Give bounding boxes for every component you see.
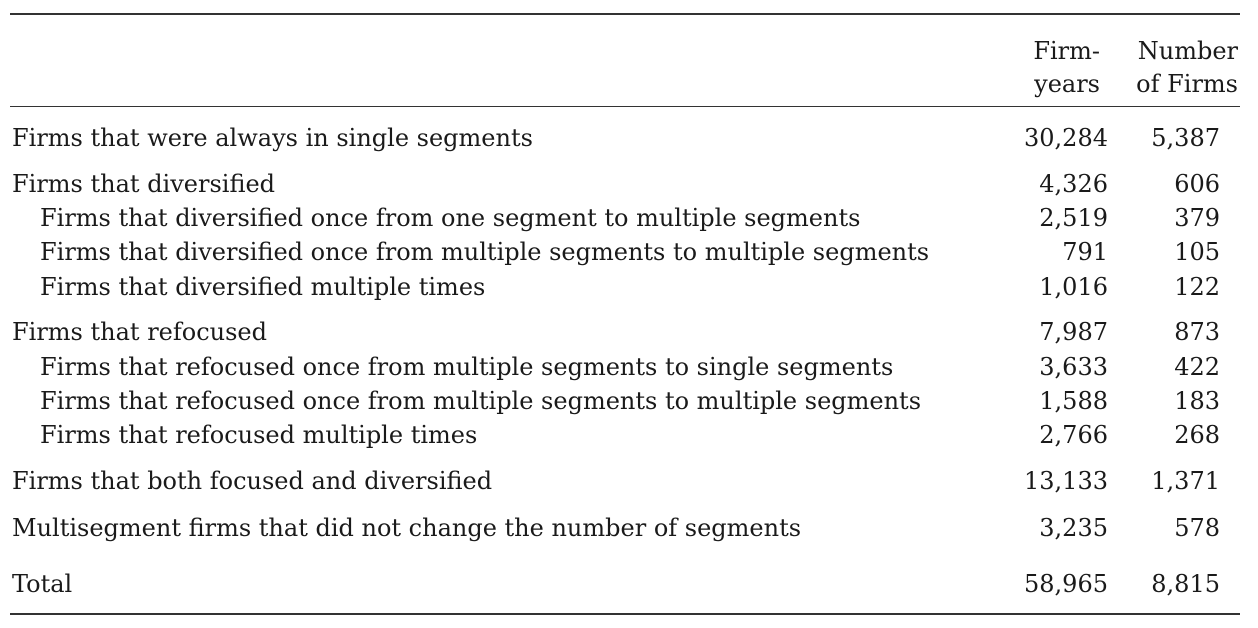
number-of-firms-value: 122 — [1174, 273, 1220, 301]
number-of-firms-value: 1,371 — [1151, 467, 1220, 495]
firm-years-value: 1,016 — [1039, 273, 1108, 301]
firm-years-value: 58,965 — [1024, 570, 1108, 598]
row-label: Firms that refocused once from multiple … — [40, 387, 922, 415]
firm-years-value: 3,235 — [1039, 514, 1108, 542]
number-of-firms-value: 873 — [1174, 318, 1220, 346]
firm-years-value: 30,284 — [1024, 124, 1108, 152]
firm-years-value: 3,633 — [1039, 353, 1108, 381]
row-label: Firms that diversified multiple times — [40, 273, 486, 301]
number-of-firms-value: 268 — [1174, 421, 1220, 449]
table-row: Firms that diversified once from multipl… — [0, 235, 1258, 269]
row-label: Firms that diversified — [12, 170, 276, 198]
row-label: Firms that refocused multiple times — [40, 421, 478, 449]
row-label: Total — [12, 570, 73, 598]
column-header-number-of-firms-line1: Number — [1137, 37, 1238, 65]
firm-years-value: 1,588 — [1039, 387, 1108, 415]
row-label: Multisegment firms that did not change t… — [12, 514, 802, 542]
number-of-firms-value: 578 — [1174, 514, 1220, 542]
number-of-firms-value: 105 — [1174, 238, 1220, 266]
row-label: Firms that refocused once from multiple … — [40, 353, 894, 381]
column-header-number-of-firms-line2: of Firms — [1136, 70, 1238, 98]
table-row: Firms that were always in single segment… — [0, 121, 1258, 155]
row-label: Firms that were always in single segment… — [12, 124, 533, 152]
table-row: Firms that refocused once from multiple … — [0, 350, 1258, 384]
table-row: Firms that diversified multiple times 1,… — [0, 270, 1258, 304]
column-header-number-of-firms: Number of Firms — [1108, 35, 1238, 101]
table-row-total: Total 58,965 8,815 — [0, 567, 1258, 601]
firm-years-value: 7,987 — [1039, 318, 1108, 346]
header-rule — [10, 106, 1240, 107]
row-label: Firms that both focused and diversified — [12, 467, 493, 495]
table-row: Firms that both focused and diversified … — [0, 464, 1258, 498]
number-of-firms-value: 5,387 — [1151, 124, 1220, 152]
column-header-firm-years-line2: years — [1034, 70, 1100, 98]
table-row: Firms that diversified 4,326 606 — [0, 167, 1258, 201]
row-label: Firms that refocused — [12, 318, 267, 346]
firm-years-value: 4,326 — [1039, 170, 1108, 198]
table-top-rule — [10, 13, 1240, 15]
firm-years-value: 2,766 — [1039, 421, 1108, 449]
table-row: Firms that refocused once from multiple … — [0, 384, 1258, 418]
firm-years-value: 13,133 — [1024, 467, 1108, 495]
column-header-firm-years: Firm- years — [1000, 35, 1100, 101]
firm-years-value: 2,519 — [1039, 204, 1108, 232]
row-label: Firms that diversified once from multipl… — [40, 238, 930, 266]
row-label: Firms that diversified once from one seg… — [40, 204, 861, 232]
table-row: Multisegment firms that did not change t… — [0, 511, 1258, 545]
table-row: Firms that diversified once from one seg… — [0, 201, 1258, 235]
table-row: Firms that refocused multiple times 2,76… — [0, 418, 1258, 452]
number-of-firms-value: 379 — [1174, 204, 1220, 232]
number-of-firms-value: 422 — [1174, 353, 1220, 381]
number-of-firms-value: 8,815 — [1151, 570, 1220, 598]
table-row: Firms that refocused 7,987 873 — [0, 315, 1258, 349]
number-of-firms-value: 606 — [1174, 170, 1220, 198]
number-of-firms-value: 183 — [1174, 387, 1220, 415]
firm-years-value: 791 — [1062, 238, 1108, 266]
column-header-firm-years-line1: Firm- — [1033, 37, 1100, 65]
table-bottom-rule — [10, 613, 1240, 615]
